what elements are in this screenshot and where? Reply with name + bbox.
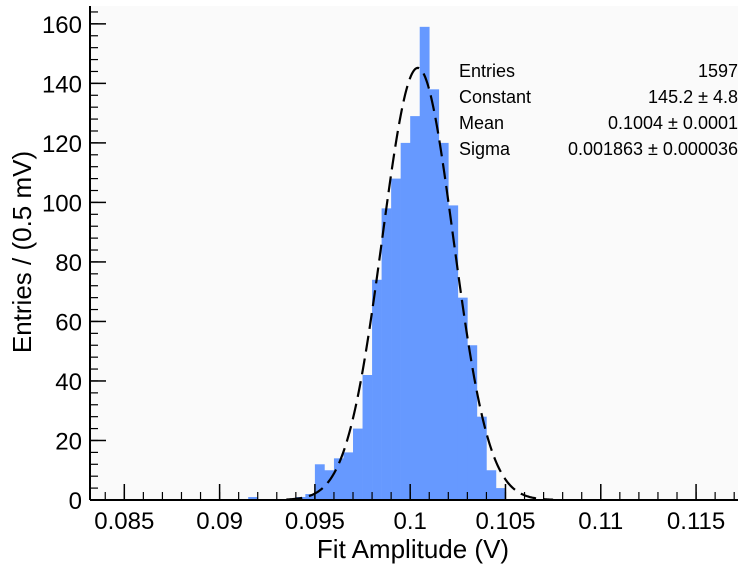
histogram-bar	[448, 205, 459, 500]
x-tick-label: 0.085	[94, 508, 154, 535]
histogram-bar	[438, 142, 449, 500]
y-tick-label: 160	[42, 12, 82, 39]
y-tick-label: 120	[42, 131, 82, 158]
histogram-bar	[362, 375, 373, 500]
histogram-bar	[343, 452, 354, 500]
y-axis-title: Entries / (0.5 mV)	[7, 151, 37, 353]
histogram-bar	[467, 345, 478, 500]
gaussian-fit-curve	[286, 66, 554, 501]
histogram-bar	[495, 488, 506, 500]
x-tick-label: 0.09	[196, 508, 243, 535]
y-axis-ticks: 0 20 40 60 80 100 120 140 160	[42, 11, 106, 515]
histogram-bar	[410, 116, 421, 501]
y-tick-label: 100	[42, 190, 82, 217]
y-tick-label: 60	[55, 309, 82, 336]
axes	[89, 6, 738, 501]
y-tick-label: 80	[55, 250, 82, 277]
x-tick-label: 0.095	[285, 508, 345, 535]
histogram-bar	[457, 297, 468, 500]
stats-label-entries: Entries	[459, 61, 515, 81]
histogram-bar	[248, 497, 259, 500]
stats-label-mean: Mean	[459, 113, 504, 133]
stats-label-constant: Constant	[459, 87, 531, 107]
x-axis-ticks: 0.085 0.09 0.095 0.1 0.105 0.11 0.115	[94, 484, 735, 535]
histogram-bar	[429, 89, 440, 500]
fit-stats-box: Entries 1597 Constant 145.2 ± 4.8 Mean 0…	[459, 61, 738, 159]
x-axis-title: Fit Amplitude (V)	[317, 534, 509, 564]
histogram-bar	[419, 26, 430, 501]
histogram-bar	[314, 464, 325, 500]
histogram-bar	[381, 208, 392, 501]
histogram-bar	[324, 470, 335, 500]
histogram-bar	[400, 142, 411, 500]
histogram-bar	[476, 416, 487, 500]
x-tick-label: 0.105	[475, 508, 535, 535]
stats-value-sigma: 0.001863 ± 0.000036	[568, 139, 738, 159]
y-tick-label: 40	[55, 369, 82, 396]
histogram-bars	[248, 26, 506, 501]
x-tick-label: 0.11	[578, 508, 623, 535]
stats-label-sigma: Sigma	[459, 139, 511, 159]
x-tick-label: 0.1	[394, 508, 427, 535]
histogram-bar	[486, 470, 497, 500]
stats-value-constant: 145.2 ± 4.8	[648, 87, 738, 107]
y-tick-label: 140	[42, 71, 82, 98]
histogram-bar	[372, 279, 382, 500]
histogram-bar	[305, 494, 316, 500]
histogram-bar	[333, 458, 344, 500]
stats-value-entries: 1597	[698, 61, 738, 81]
stats-value-mean: 0.1004 ± 0.0001	[608, 113, 738, 133]
histogram-bar	[353, 428, 363, 500]
histogram-bar	[391, 178, 401, 500]
x-tick-label: 0.115	[667, 508, 725, 535]
y-tick-label: 0	[69, 488, 82, 515]
y-tick-label: 20	[55, 428, 82, 455]
